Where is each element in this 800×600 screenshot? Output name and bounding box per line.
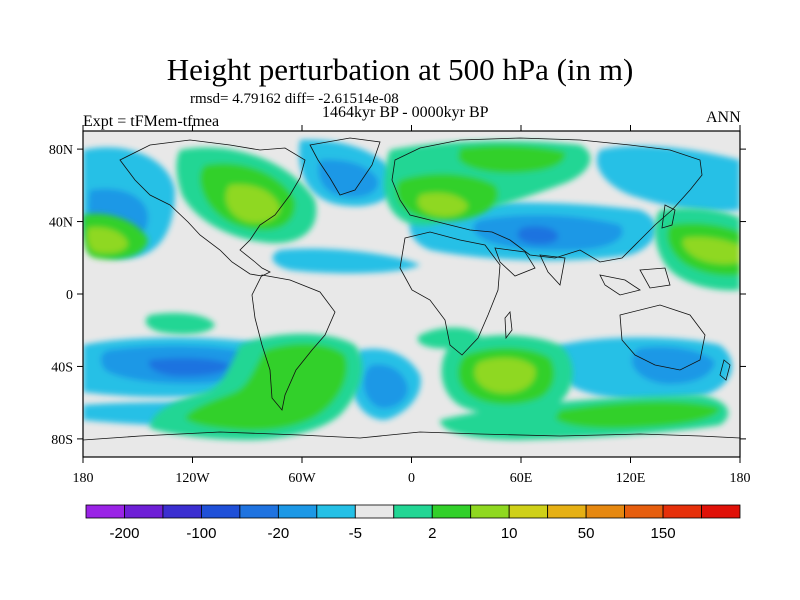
colorbar-label: -100 — [186, 525, 216, 542]
colorbar-label: 10 — [501, 525, 518, 542]
map-title: Height perturbation at 500 hPa (in m) — [166, 52, 634, 87]
colorbar-swatch — [393, 504, 433, 519]
lat-tick-label: 0 — [66, 288, 73, 303]
experiment-label: Expt = tFMem-tfmea — [83, 113, 220, 130]
colorbar-swatch — [354, 504, 395, 519]
colorbar-swatch — [662, 504, 702, 519]
colorbar-swatch — [124, 504, 164, 519]
colorbar-swatch — [239, 504, 279, 519]
colorbar-swatch — [162, 504, 202, 519]
colorbar-swatch — [85, 504, 125, 519]
colorbar-swatch — [701, 504, 741, 519]
colorbar-swatch — [624, 504, 664, 519]
colorbar-swatch — [201, 504, 241, 519]
colorbar-label: -5 — [349, 525, 362, 542]
lon-tick-label: 120E — [616, 471, 646, 486]
colorbar-label: 2 — [428, 525, 436, 542]
lon-tick-label: 120W — [175, 471, 210, 486]
season-label: ANN — [706, 109, 741, 126]
lon-tick-label: 60E — [510, 471, 533, 486]
colorbar-label: -20 — [268, 525, 290, 542]
latitude-axis: 80N 40N 0 40S 80S — [49, 143, 746, 448]
colorbar-label: 50 — [578, 525, 595, 542]
colorbar-label: -200 — [109, 525, 139, 542]
lat-tick-label: 40N — [49, 216, 73, 231]
lon-tick-label: 0 — [408, 471, 415, 486]
colorbar-swatch — [470, 504, 510, 519]
lat-tick-label: 80N — [49, 143, 73, 158]
colorbar-swatch — [508, 504, 549, 519]
lat-tick-label: 80S — [51, 433, 73, 448]
positive-anomalies — [83, 140, 740, 440]
time-period: 1464kyr BP - 0000kyr BP — [322, 104, 489, 121]
colorbar-swatch — [277, 504, 318, 519]
colorbar-swatch — [585, 504, 625, 519]
colorbar-swatch — [316, 504, 356, 519]
lon-tick-label: 180 — [730, 471, 751, 486]
lon-tick-label: 60W — [288, 471, 316, 486]
contour-field — [83, 131, 740, 457]
longitude-axis: 180 120W 60W 0 60E 120E 180 — [73, 125, 751, 486]
rmsd-diff-stats: rmsd= 4.79162 diff= -2.61514e-08 — [190, 91, 399, 107]
lat-tick-label: 40S — [51, 360, 73, 375]
colorbar-swatch — [431, 504, 472, 519]
colorbar: -200 -100 -20 -5 2 10 50 150 — [85, 504, 741, 542]
lon-tick-label: 180 — [73, 471, 94, 486]
colorbar-label: 150 — [651, 525, 676, 542]
coastlines — [83, 137, 740, 441]
colorbar-swatch — [547, 504, 587, 519]
